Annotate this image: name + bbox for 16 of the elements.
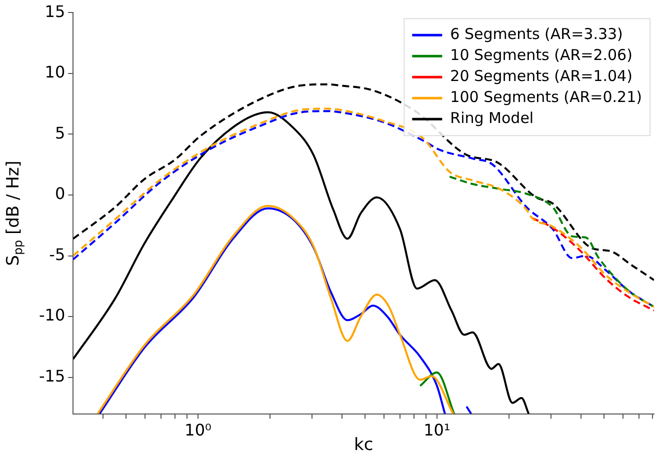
y-tick-label: 10 [44, 62, 66, 82]
x-axis-title: kc [354, 435, 374, 456]
legend-label: 10 Segments (AR=2.06) [450, 46, 632, 64]
x-tick-label: 10¹ [424, 420, 450, 440]
x-tick-label: 10⁰ [184, 420, 212, 440]
legend-label: 6 Segments (AR=3.33) [450, 24, 623, 43]
y-tick-label: 0 [54, 184, 66, 204]
legend-label: 100 Segments (AR=0.21) [450, 88, 642, 106]
y-tick-label: -15 [38, 366, 66, 386]
y-tick-label: -5 [49, 244, 66, 264]
legend-label: Ring Model [450, 108, 534, 127]
y-axis-title: Spp [dB / Hz] [3, 160, 26, 266]
y-tick-label: 15 [44, 2, 66, 21]
y-tick-label: -10 [38, 306, 66, 325]
legend-label: 20 Segments (AR=1.04) [450, 66, 632, 85]
y-tick-label: 5 [54, 123, 66, 142]
